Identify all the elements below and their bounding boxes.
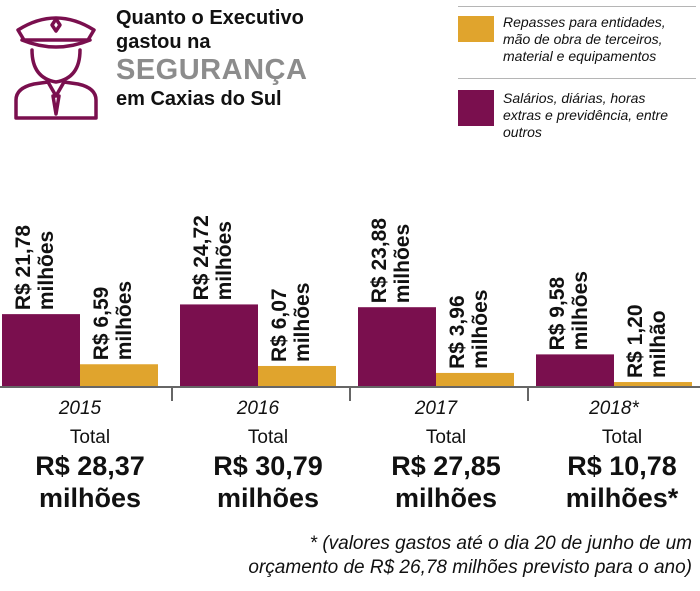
footnote-line-1: * (valores gastos até o dia 20 de junho … [309,533,692,554]
value-label: R$ 3,96milhões [446,290,492,369]
value-label: R$ 6,59milhões [90,281,136,360]
value-label: R$ 6,07milhões [268,283,314,362]
bar-salarios-2017 [358,307,436,386]
security-guard-icon [14,16,98,120]
title-line-4: em Caxias do Sul [116,88,282,110]
total-unit: milhões* [565,483,679,513]
footnote-line-2: orçamento de R$ 26,78 milhões previsto p… [248,557,692,578]
value-label-amount: R$ 6,07 [268,288,291,362]
bar-repasses-2015 [80,364,158,386]
value-label: R$ 9,58milhões [546,271,592,350]
legend-label-line: Repasses para entidades, [503,14,666,30]
total-value: R$ 27,85 [391,451,501,481]
bar-salarios-2016 [180,304,258,386]
year-label: 2015 [58,398,102,419]
legend-label-line: material e equipamentos [503,48,657,64]
total-2015: Total R$ 28,37 milhões [2,426,178,514]
value-label: R$ 24,72milhões [190,215,236,300]
bar-salarios-2015 [2,314,80,386]
total-caption: Total [247,427,289,448]
value-label-amount: R$ 21,78 [12,225,35,311]
total-2018: Total R$ 10,78 milhões* [534,426,700,514]
total-unit: milhões [216,483,320,513]
title-line-1: Quanto o Executivo [116,7,304,29]
value-label-unit: milhões [391,224,414,303]
value-label-unit: milhões [113,281,136,360]
value-label-amount: R$ 3,96 [446,295,469,369]
total-caption: Total [69,427,111,448]
year-label: 2018* [588,398,639,419]
total-unit: milhões [394,483,498,513]
value-label-unit: milhões [469,290,492,369]
year-label: 2016 [236,398,280,419]
legend-swatch-repasses [458,16,494,42]
value-label-amount: R$ 23,88 [368,218,391,304]
legend-label-line: Salários, diárias, horas [503,90,646,106]
bar-salarios-2018 [536,354,614,386]
legend-middle-rule [458,78,696,79]
total-caption: Total [601,427,643,448]
total-value: R$ 30,79 [213,451,323,481]
total-unit: milhões [38,483,142,513]
legend-label-salarios: Salários, diárias, horas extras e previd… [503,90,696,141]
value-label-unit: milhão [647,310,670,378]
total-2017: Total R$ 27,85 milhões [358,426,534,514]
legend-swatch-salarios [458,90,494,126]
title-line-2: gastou na [116,31,211,53]
total-2016: Total R$ 30,79 milhões [180,426,356,514]
chart-title: Quanto o Executivo gastou na SEGURANÇA e… [116,6,416,111]
value-label-unit: milhões [213,221,236,300]
year-label: 2017 [414,398,459,419]
bar-repasses-2017 [436,372,514,386]
value-label: R$ 23,88milhões [368,218,414,304]
legend-top-rule [458,6,696,7]
legend-label-line: extras e previdência, entre [503,107,668,123]
total-value: R$ 28,37 [35,451,145,481]
bar-repasses-2016 [258,365,336,386]
legend-label-line: outros [503,124,542,140]
value-label-unit: milhões [35,231,58,310]
footnote: * (valores gastos até o dia 20 de junho … [172,532,692,580]
value-label-amount: R$ 24,72 [190,215,213,300]
value-label: R$ 21,78milhões [12,225,58,311]
total-caption: Total [425,427,467,448]
value-label-unit: milhões [569,271,592,350]
bar-repasses-2018 [614,382,692,386]
value-label-amount: R$ 1,20 [624,304,647,378]
title-highlight: SEGURANÇA [116,54,308,86]
legend-label-line: mão de obra de terceiros, [503,31,663,47]
value-label-amount: R$ 9,58 [546,277,569,351]
value-label-unit: milhões [291,283,314,362]
legend-label-repasses: Repasses para entidades, mão de obra de … [503,14,696,65]
value-label-amount: R$ 6,59 [90,287,113,361]
value-label: R$ 1,20milhão [624,304,670,378]
total-value: R$ 10,78 [567,451,677,481]
